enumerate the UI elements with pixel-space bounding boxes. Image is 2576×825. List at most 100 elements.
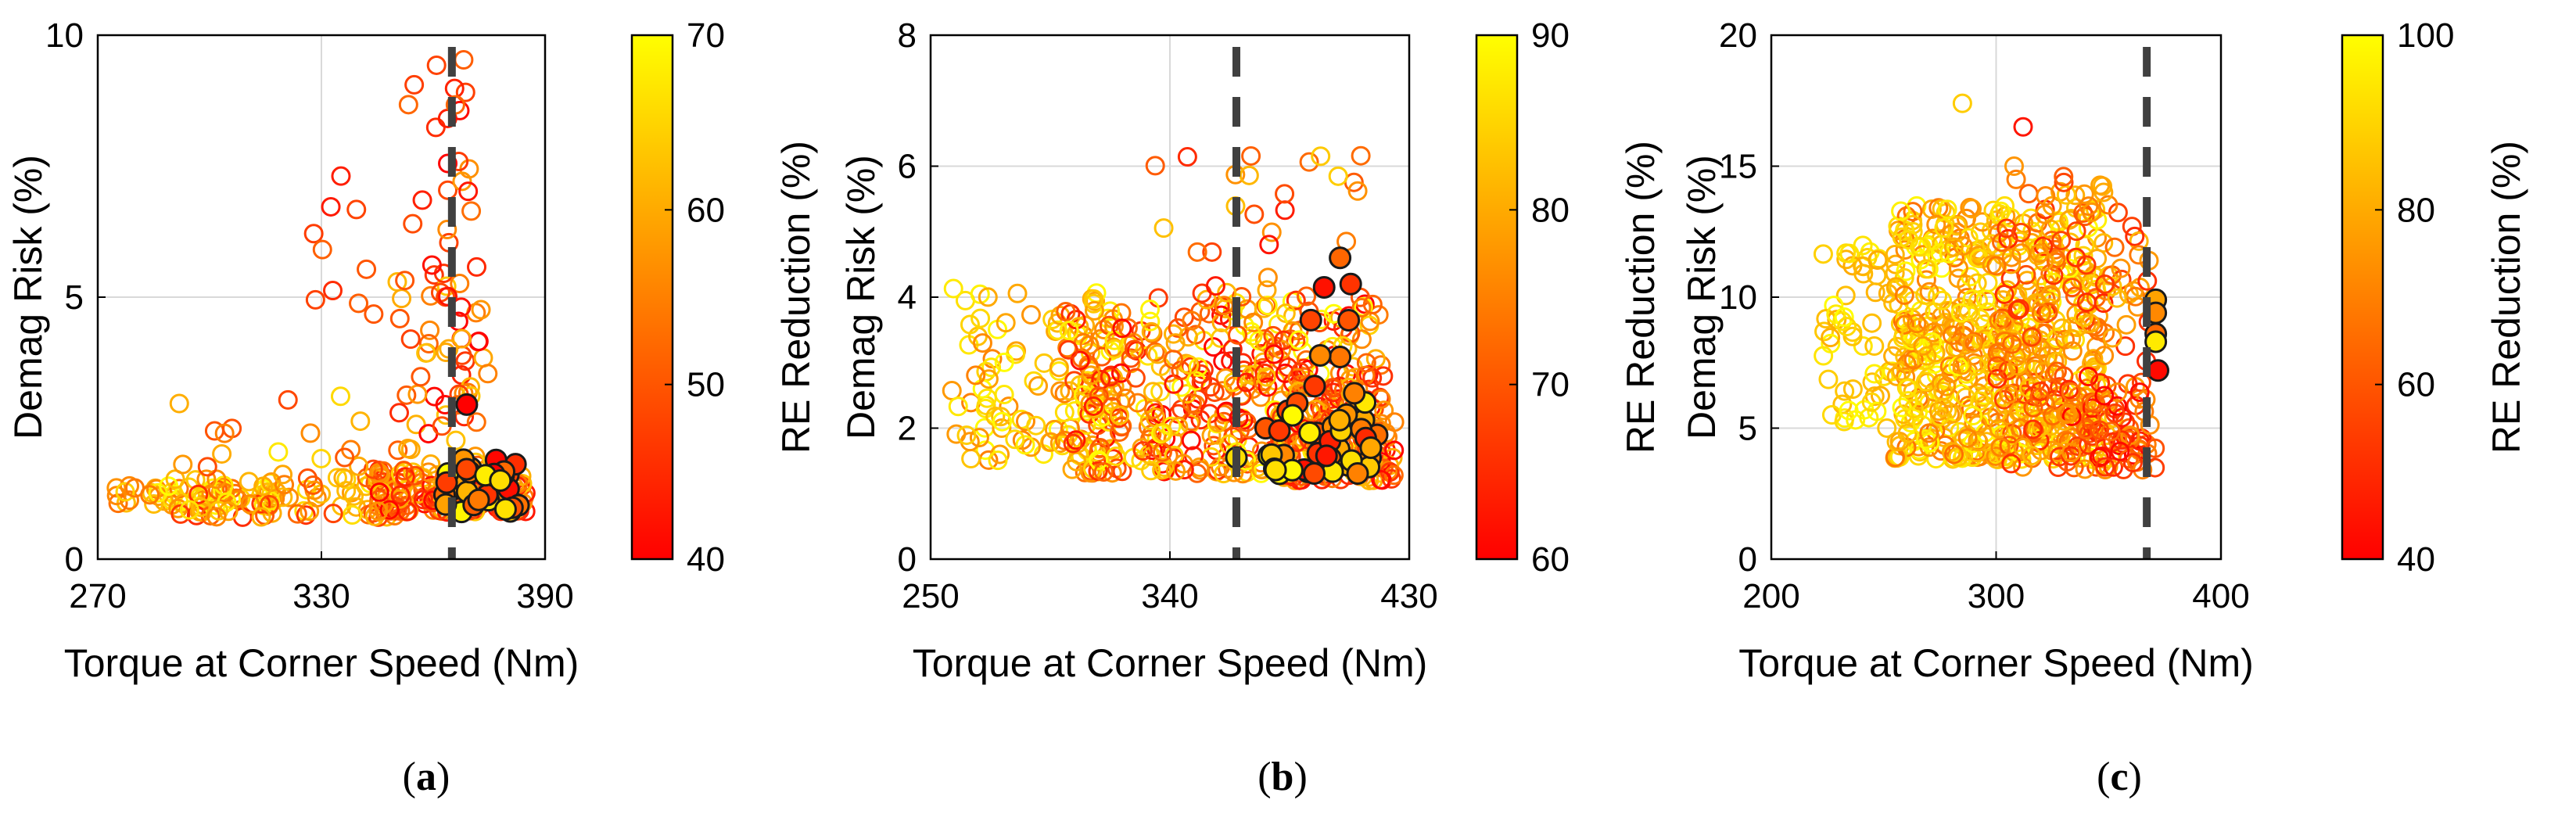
data-point <box>943 278 963 299</box>
y-tick-label: 20 <box>1719 16 1757 55</box>
data-point <box>1100 301 1121 321</box>
data-point <box>389 308 410 328</box>
colorbar-tick-label: 90 <box>1531 16 1570 55</box>
data-point <box>1936 376 1957 396</box>
data-point <box>206 469 227 490</box>
colorbar-tick-label: 80 <box>2397 191 2435 229</box>
data-point <box>333 468 353 488</box>
data-point <box>1205 276 1225 296</box>
data-point <box>1897 378 1918 399</box>
data-point <box>1059 321 1079 341</box>
data-point <box>426 55 447 75</box>
x-tick-label: 340 <box>1141 577 1198 615</box>
data-point <box>404 74 425 95</box>
data-point <box>1813 244 1833 264</box>
y-tick-label: 10 <box>45 16 84 55</box>
data-point <box>988 450 1008 471</box>
data-point <box>1915 285 1936 305</box>
data-point <box>1952 355 1972 375</box>
data-point <box>2124 281 2144 301</box>
data-point <box>1007 283 1028 303</box>
data-point <box>240 494 260 515</box>
data-point <box>1963 406 1983 426</box>
data-point <box>2013 117 2033 137</box>
data-point <box>2054 366 2074 386</box>
data-point <box>1111 417 1132 437</box>
data-point <box>1834 307 1854 327</box>
data-point <box>1118 317 1138 338</box>
data-point <box>1886 366 1907 386</box>
data-point <box>2105 403 2126 423</box>
data-point <box>2111 258 2131 278</box>
data-point <box>1181 430 1201 450</box>
data-point-highlighted <box>1337 309 1361 332</box>
data-point <box>1867 250 1888 271</box>
data-point <box>1995 332 2015 352</box>
caption-open-paren: ( <box>2097 755 2110 799</box>
data-point <box>1885 263 1905 283</box>
data-point <box>2029 387 2050 407</box>
data-point <box>1163 350 1183 370</box>
data-point <box>388 440 408 461</box>
data-point <box>1116 388 1136 408</box>
data-point <box>2054 167 2074 187</box>
caption-letter: a <box>416 755 436 799</box>
data-point <box>1897 423 1918 443</box>
data-point <box>390 485 411 505</box>
data-point <box>406 414 426 435</box>
data-point <box>960 314 980 335</box>
data-point <box>2080 314 2101 334</box>
x-axis-label: Torque at Corner Speed (Nm) <box>913 641 1428 685</box>
x-tick-label: 400 <box>2192 577 2249 615</box>
data-point <box>2087 249 2108 269</box>
y-tick-label: 10 <box>1719 278 1757 317</box>
data-point <box>2098 195 2119 215</box>
data-point <box>1028 376 1049 396</box>
data-point <box>1258 296 1278 316</box>
data-point <box>1257 280 1277 300</box>
data-point <box>2073 246 2093 266</box>
data-point <box>278 389 298 410</box>
data-point-highlighted <box>2144 330 2168 353</box>
data-point <box>2068 436 2088 456</box>
data-point <box>185 470 206 490</box>
data-point <box>398 95 418 115</box>
data-point <box>1232 286 1252 307</box>
data-point <box>1274 330 1294 350</box>
data-point <box>421 454 441 475</box>
data-point <box>1943 237 1964 257</box>
data-point <box>438 286 458 307</box>
data-point <box>478 364 498 384</box>
data-point <box>191 497 211 518</box>
data-point <box>1084 300 1104 321</box>
data-point <box>1297 286 1317 307</box>
data-point-highlighted <box>1268 419 1291 443</box>
data-point <box>413 490 433 510</box>
data-point <box>2129 382 2150 403</box>
data-point <box>2094 274 2115 294</box>
data-point <box>2110 441 2130 461</box>
data-point <box>1177 384 1197 404</box>
data-point <box>140 485 160 505</box>
data-point <box>1124 339 1144 360</box>
data-point <box>1084 289 1104 309</box>
data-point <box>1885 254 1906 274</box>
data-point <box>1204 436 1224 456</box>
data-point <box>1253 371 1273 392</box>
colorbar-tick-label: 60 <box>687 191 725 229</box>
data-point <box>1941 442 1961 462</box>
data-point <box>2062 278 2083 298</box>
colorbar-tick-label: 40 <box>2397 540 2435 579</box>
data-point <box>106 478 127 498</box>
data-point-highlighted <box>455 393 479 416</box>
data-point <box>1202 242 1222 262</box>
data-point <box>1005 429 1025 450</box>
data-point <box>300 423 321 443</box>
data-point <box>1993 389 2014 410</box>
data-point <box>1021 305 1041 325</box>
data-point <box>2101 421 2121 442</box>
data-point <box>1258 267 1278 288</box>
y-tick-label: 0 <box>65 540 84 579</box>
data-point <box>1371 469 1391 490</box>
